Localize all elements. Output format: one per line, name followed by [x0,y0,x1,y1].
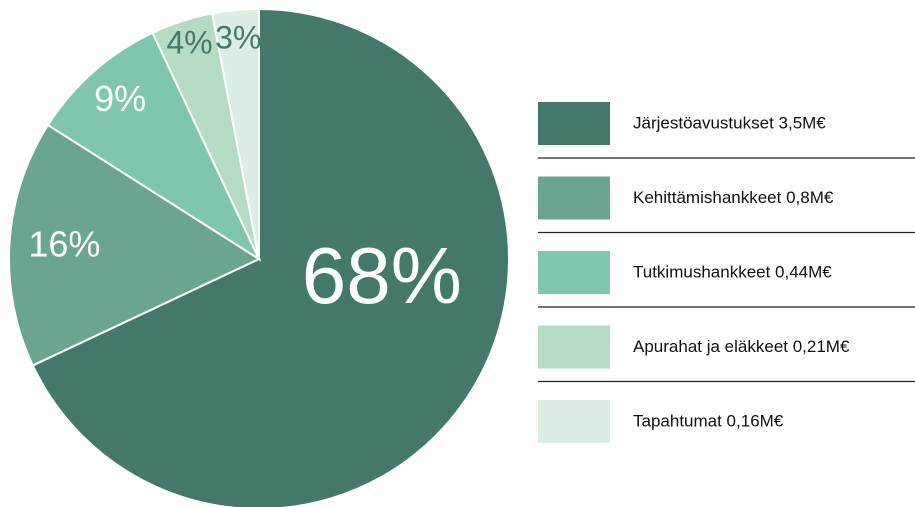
legend-swatch [538,325,610,369]
pie-slice [210,7,260,260]
pie-slice [8,123,262,367]
legend-label: Järjestöavustukset 3,5M€ [633,113,826,132]
slice-label: 3% [215,19,261,55]
legend-swatch [538,400,610,443]
legend-label: Tapahtumat 0,16M€ [633,411,784,430]
legend-swatch [538,176,610,220]
legend-swatch [538,102,610,145]
slice-label: 68% [302,231,462,320]
legend-label: Kehittämishankkeet 0,8M€ [633,188,834,207]
slice-label: 9% [94,78,146,119]
pie-slice [46,31,262,262]
legend-label: Apurahat ja eläkkeet 0,21M€ [633,337,850,356]
slice-label: 16% [28,223,100,264]
slice-label: 4% [166,24,212,60]
legend-label: Tutkimushankkeet 0,44M€ [633,262,832,281]
legend-swatch [538,251,610,294]
pie-slice [31,7,510,507]
